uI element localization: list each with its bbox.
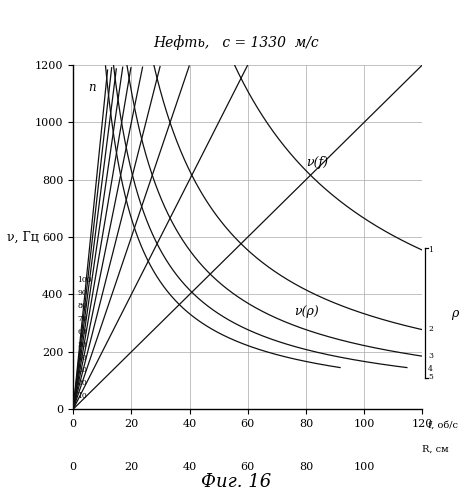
Text: ρ: ρ <box>452 307 459 320</box>
Text: 60: 60 <box>241 462 255 472</box>
Text: 100: 100 <box>77 276 92 284</box>
Text: f, об/с: f, об/с <box>428 421 458 430</box>
Text: 3: 3 <box>428 352 433 360</box>
Text: 40: 40 <box>77 353 87 362</box>
Text: 70: 70 <box>77 315 87 323</box>
Text: 1: 1 <box>428 246 433 253</box>
Text: 80: 80 <box>77 302 87 310</box>
Text: 40: 40 <box>183 462 197 472</box>
Text: 20: 20 <box>77 379 87 387</box>
Text: 100: 100 <box>354 462 375 472</box>
Text: 5: 5 <box>428 373 433 381</box>
Text: 20: 20 <box>124 462 138 472</box>
Text: Фиг. 16: Фиг. 16 <box>201 473 271 491</box>
Text: ν(f): ν(f) <box>306 156 328 169</box>
Text: 30: 30 <box>77 366 87 374</box>
Text: 2: 2 <box>428 325 433 333</box>
Text: 80: 80 <box>299 462 313 472</box>
Text: 4: 4 <box>428 365 433 373</box>
Text: n: n <box>88 81 95 94</box>
Text: R, см: R, см <box>422 444 449 453</box>
Text: ν(ρ): ν(ρ) <box>295 305 319 318</box>
Text: ν, Гц: ν, Гц <box>7 231 38 244</box>
Text: 10: 10 <box>77 392 87 400</box>
Text: 0: 0 <box>69 462 77 472</box>
Text: Нефть,   c = 1330  м/с: Нефть, c = 1330 м/с <box>153 35 319 50</box>
Text: 90: 90 <box>77 289 87 297</box>
Text: 60: 60 <box>77 328 87 336</box>
Text: 50: 50 <box>77 341 87 349</box>
